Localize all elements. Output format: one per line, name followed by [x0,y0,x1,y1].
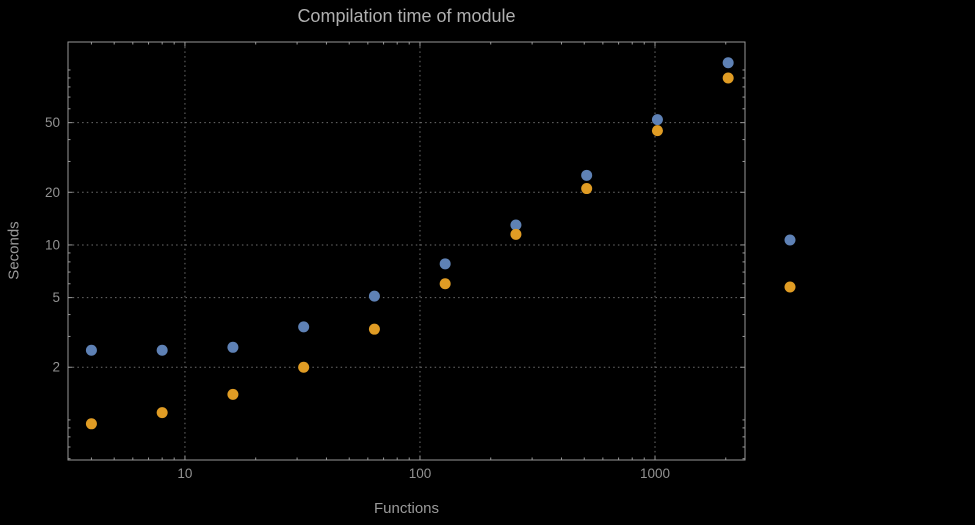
data-point-series-2-orange [298,361,310,373]
data-point-series-1-blue [581,169,593,181]
data-point-series-2-orange [651,125,663,137]
data-point-series-2-orange [581,183,593,195]
data-point-series-1-blue [368,290,380,302]
data-point-series-1-blue [510,219,522,231]
y-axis-label: Seconds [5,221,23,280]
data-point-series-2-orange [156,407,168,419]
data-point-series-2-orange [439,278,451,290]
y-tick-label: 2 [52,360,60,375]
data-point-series-1-blue [298,321,310,333]
data-point-series-1-blue [651,114,663,126]
legend-marker-1 [784,234,796,246]
data-point-series-2-orange [510,228,522,240]
y-tick-label: 10 [45,237,60,252]
y-tick-label: 50 [45,115,60,130]
y-tick-label: 5 [52,290,60,305]
data-point-series-1-blue [85,344,97,356]
data-point-series-2-orange [722,72,734,84]
data-point-series-1-blue [156,344,168,356]
data-point-series-1-blue [227,341,239,353]
data-point-series-1-blue [439,258,451,270]
chart-title: Compilation time of module [297,6,516,26]
data-point-series-2-orange [368,323,380,335]
data-point-series-2-orange [85,418,97,430]
legend-marker-2 [784,281,796,293]
y-tick-label: 20 [45,185,60,200]
plot-frame [67,41,746,461]
x-tick-label: 100 [409,466,432,481]
x-tick-label: 10 [177,466,192,481]
x-tick-label: 1000 [640,466,670,481]
data-point-series-2-orange [227,388,239,400]
data-point-series-1-blue [722,57,734,69]
x-axis-label: Functions [373,500,440,517]
